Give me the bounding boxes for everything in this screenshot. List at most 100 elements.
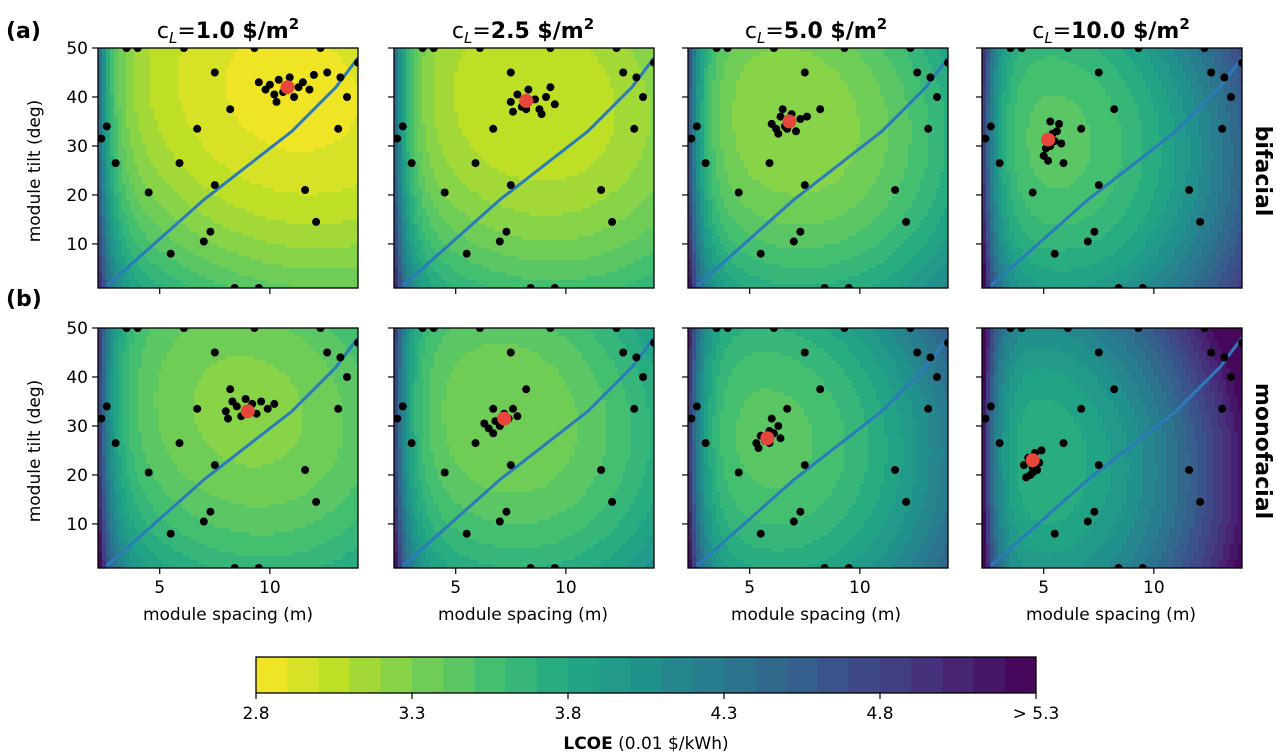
- lcoe-surface: [982, 48, 1242, 288]
- x-tick-label: 5: [744, 578, 755, 598]
- scatter-point: [111, 439, 120, 448]
- scatter-point: [767, 414, 776, 423]
- scatter-point: [221, 407, 230, 416]
- panel-monofacial-5.0: 5 10: [682, 327, 949, 598]
- scatter-point: [1044, 156, 1053, 165]
- scatter-point: [480, 419, 489, 428]
- scatter-point: [734, 468, 743, 477]
- panel-frame: [97, 327, 359, 569]
- scatter-point: [166, 249, 175, 258]
- scatter-point: [769, 48, 778, 52]
- colorbar-segment: [1004, 657, 1037, 693]
- scatter-point: [1218, 124, 1227, 133]
- scatter-point: [230, 564, 239, 568]
- optimum-point: [497, 411, 512, 426]
- scatter-point: [250, 328, 259, 332]
- scatter-point: [1077, 404, 1086, 413]
- scatter-point: [309, 70, 318, 79]
- scatter-point: [334, 404, 343, 413]
- scatter-point: [902, 217, 911, 226]
- x-tick-label: 10: [555, 578, 577, 598]
- scatter-point: [1238, 58, 1242, 67]
- panel-monofacial-2.5: 5 10: [388, 327, 655, 598]
- scatter-point: [199, 517, 208, 526]
- scatter-point: [612, 48, 621, 52]
- colorbar: 2.8 3.3 3.8 4.3 4.8 > 5.3: [242, 656, 1059, 724]
- scatter-point: [394, 414, 402, 423]
- scatter-point: [995, 439, 1004, 448]
- scatter-point: [122, 328, 131, 332]
- scatter-point: [175, 439, 184, 448]
- scatter-point: [301, 466, 310, 474]
- scatter-point: [1185, 466, 1194, 474]
- x-tick-label: 10: [1143, 578, 1165, 598]
- scatter-point: [265, 80, 274, 89]
- scatter-point: [1227, 93, 1235, 101]
- scatter-point: [820, 284, 829, 288]
- scatter-point: [199, 237, 208, 246]
- scatter-point: [550, 284, 559, 288]
- scatter-point: [98, 134, 106, 143]
- colorbar-segment: [786, 657, 818, 693]
- scatter-point: [506, 348, 515, 357]
- colorbar-segment: [942, 657, 974, 693]
- scatter-point: [944, 58, 948, 67]
- optimum-point: [1041, 132, 1056, 147]
- colorbar-segment: [880, 657, 912, 693]
- scatter-point: [298, 78, 307, 87]
- scatter-point: [639, 373, 647, 381]
- scatter-point: [193, 404, 202, 413]
- scatter-point: [241, 395, 250, 403]
- scatter-point: [1220, 73, 1229, 82]
- scatter-point: [179, 328, 188, 332]
- y-tick-label: 10: [66, 235, 88, 255]
- colorbar-tick-label: 3.8: [554, 704, 581, 724]
- panel-frame: [393, 47, 655, 289]
- column-title-4: cL=10.0 $/m2: [1032, 15, 1190, 47]
- scatter-point: [462, 249, 471, 258]
- x-axis-label-3: module spacing (m): [731, 605, 901, 625]
- scatter-point: [1138, 284, 1147, 288]
- scatter-point: [144, 188, 153, 197]
- panel-label-a: (a): [6, 19, 41, 44]
- scatter-point: [506, 68, 515, 77]
- scatter-point: [495, 237, 504, 246]
- scatter-point: [619, 68, 628, 77]
- scatter-point: [343, 373, 351, 381]
- y-tick-label: 30: [66, 137, 88, 157]
- scatter-point: [1218, 404, 1227, 413]
- optimum-point: [1025, 453, 1040, 468]
- x-axis-label-2: module spacing (m): [438, 605, 608, 625]
- panel-label-b: (b): [6, 287, 42, 312]
- boundary-line: [695, 336, 948, 567]
- colorbar-segment: [380, 657, 413, 693]
- scatter-point: [305, 85, 314, 94]
- x-axis-label-1: module spacing (m): [143, 605, 313, 625]
- scatter-point: [1110, 105, 1119, 114]
- scatter-point: [891, 186, 900, 194]
- scatter-point: [502, 507, 511, 516]
- scatter-point: [756, 249, 765, 258]
- panel-bifacial-1.0: 10 20 30 40 50: [66, 39, 359, 294]
- scatter-point: [1227, 373, 1235, 381]
- x-axis-label-4: module spacing (m): [1026, 605, 1196, 625]
- y-tick-label: 20: [66, 466, 88, 486]
- scatter-point: [270, 90, 279, 99]
- scatter-point: [440, 468, 449, 477]
- scatter-point: [312, 217, 321, 226]
- colorbar-segment: [412, 657, 444, 693]
- scatter-point: [1006, 328, 1015, 332]
- scatter-point: [1028, 188, 1037, 197]
- panel-frame: [687, 327, 949, 569]
- colorbar-segment: [443, 657, 475, 693]
- scatter-point: [630, 124, 639, 133]
- scatter-point: [924, 124, 933, 133]
- scatter-point: [526, 284, 535, 288]
- scatter-point: [816, 105, 825, 114]
- scatter-point: [723, 328, 732, 332]
- scatter-point: [995, 159, 1004, 168]
- scatter-point: [803, 112, 811, 121]
- scatter-point: [489, 124, 498, 133]
- scatter-point: [597, 186, 606, 194]
- scatter-point: [650, 58, 654, 67]
